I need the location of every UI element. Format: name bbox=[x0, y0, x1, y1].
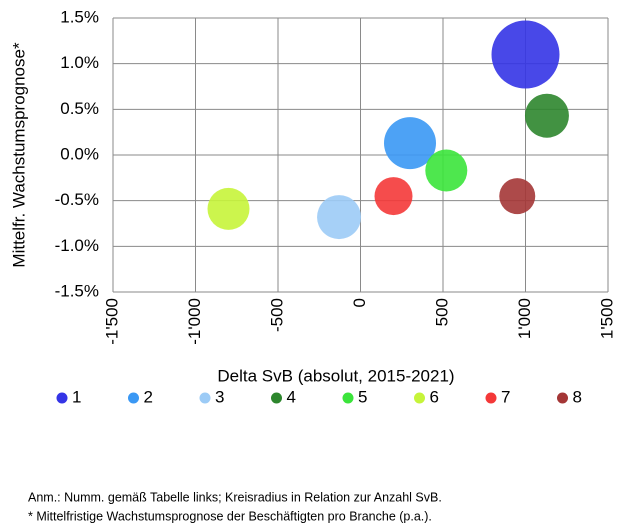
legend-label: 3 bbox=[215, 387, 224, 406]
legend-marker bbox=[414, 392, 425, 404]
y-tick-label: 1.0% bbox=[60, 53, 99, 72]
bubble bbox=[374, 177, 413, 216]
bubble bbox=[425, 149, 468, 192]
bubble bbox=[317, 195, 362, 240]
legend-marker bbox=[557, 392, 568, 404]
legend-marker bbox=[342, 392, 354, 404]
bubble bbox=[499, 178, 536, 215]
legend-label: 1 bbox=[72, 387, 81, 406]
y-tick-label: 0.5% bbox=[60, 99, 99, 118]
legend-label: 4 bbox=[287, 387, 296, 406]
note: * Mittelfristige Wachstumsprognose der B… bbox=[28, 509, 432, 523]
x-tick-label: 0 bbox=[350, 298, 369, 307]
legend-label: 8 bbox=[573, 387, 582, 406]
bubble bbox=[491, 20, 560, 89]
legend-marker bbox=[485, 392, 497, 404]
y-axis-label: Mittelfr. Wachstumsprognose* bbox=[9, 42, 28, 268]
bubble bbox=[524, 93, 569, 138]
x-tick-label: 1'000 bbox=[515, 298, 534, 339]
x-tick-label: -500 bbox=[267, 298, 286, 332]
y-tick-label: 0.0% bbox=[60, 144, 99, 163]
legend-marker bbox=[199, 392, 211, 404]
y-tick-label: 1.5% bbox=[60, 7, 99, 26]
x-tick-label: -1'500 bbox=[102, 298, 121, 345]
legend-label: 2 bbox=[144, 387, 153, 406]
x-axis-label: Delta SvB (absolut, 2015-2021) bbox=[217, 366, 454, 385]
x-tick-label: -1'000 bbox=[185, 298, 204, 345]
legend-marker bbox=[56, 392, 68, 404]
y-tick-label: -1.5% bbox=[55, 281, 99, 300]
x-tick-label: 500 bbox=[432, 298, 451, 326]
legend-marker bbox=[128, 392, 139, 404]
note: Anm.: Numm. gemäß Tabelle links; Kreisra… bbox=[28, 490, 442, 504]
y-tick-label: -0.5% bbox=[55, 190, 99, 209]
legend-label: 7 bbox=[501, 387, 510, 406]
legend-label: 5 bbox=[358, 387, 367, 406]
x-tick-label: 1'500 bbox=[597, 298, 616, 339]
legend-label: 6 bbox=[430, 387, 439, 406]
y-tick-label: -1.0% bbox=[55, 236, 99, 255]
legend-marker bbox=[271, 392, 282, 404]
bubble bbox=[207, 187, 250, 230]
bubble bbox=[384, 117, 436, 170]
